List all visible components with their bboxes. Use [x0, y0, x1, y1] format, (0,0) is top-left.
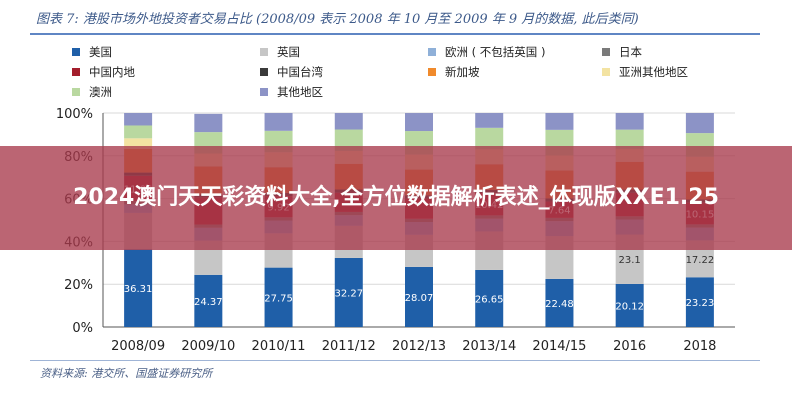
bar-segment — [685, 277, 714, 327]
legend-label: 亚洲其他地区 — [619, 65, 688, 79]
data-label: 36.31 — [124, 284, 153, 295]
data-label: 17.22 — [686, 255, 715, 266]
data-label: 26.65 — [475, 294, 504, 305]
x-tick-label: 2018 — [683, 339, 716, 354]
legend-swatch — [260, 88, 268, 96]
bar-segment — [124, 249, 153, 327]
bar-segment — [615, 283, 644, 327]
bar-segment — [194, 113, 223, 133]
overlay-title: 2024澳门天天彩资料大全,全方位数据解析表述_体现版XXE1.25 — [73, 185, 719, 210]
legend-label: 日本 — [619, 45, 642, 59]
overlay-banner: 2024澳门天天彩资料大全,全方位数据解析表述_体现版XXE1.25 — [0, 146, 792, 250]
bar-segment — [124, 113, 153, 126]
bar-segment — [124, 138, 153, 150]
y-tick-label: 20% — [64, 278, 93, 293]
legend-item: 英国 — [260, 44, 300, 60]
legend-label: 英国 — [277, 45, 300, 59]
bar-segment — [405, 266, 433, 327]
legend-swatch — [72, 48, 80, 56]
bar-segment — [405, 113, 433, 132]
legend-item: 美国 — [72, 44, 112, 60]
legend-label: 澳洲 — [89, 85, 112, 99]
bar-segment — [334, 113, 363, 130]
data-label: 28.07 — [405, 293, 434, 304]
bar-segment — [264, 113, 293, 131]
data-label: 20.12 — [615, 301, 644, 312]
x-tick-label: 2013/14 — [462, 339, 516, 354]
legend-label: 美国 — [89, 45, 112, 59]
legend-swatch — [72, 68, 80, 76]
legend-swatch — [428, 68, 436, 76]
bar-segment — [615, 129, 644, 149]
data-label: 23.23 — [686, 298, 715, 309]
y-tick-label: 0% — [72, 321, 93, 336]
x-tick-label: 2008/09 — [111, 339, 165, 354]
x-tick-label: 2011/12 — [322, 339, 376, 354]
legend-item: 亚洲其他地区 — [602, 64, 688, 80]
x-tick-label: 2012/13 — [392, 339, 446, 354]
bar-segment — [264, 267, 293, 327]
legend-swatch — [260, 48, 268, 56]
bar-segment — [545, 278, 574, 327]
bar-segment — [475, 269, 504, 327]
data-label: 27.75 — [264, 293, 293, 304]
source-note: 资料来源: 港交所、国盛证券研究所 — [40, 367, 213, 380]
legend-item: 中国台湾 — [260, 64, 323, 80]
legend-item: 澳洲 — [72, 84, 112, 100]
legend-swatch — [602, 68, 610, 76]
legend-swatch — [72, 88, 80, 96]
data-label: 24.37 — [194, 297, 223, 308]
legend-item: 新加坡 — [428, 64, 480, 80]
x-tick-label: 2010/11 — [252, 339, 306, 354]
bar-segment — [475, 113, 504, 128]
legend-item: 日本 — [602, 44, 642, 60]
x-tick-label: 2014/15 — [532, 339, 586, 354]
legend-item: 欧洲 ( 不包括英国 ) — [428, 44, 545, 60]
legend-swatch — [260, 68, 268, 76]
legend-item: 中国内地 — [72, 64, 135, 80]
figure-title: 图表 7: 港股市场外地投资者交易占比 (2008/09 表示 2008 年 1… — [36, 12, 639, 27]
data-label: 23.1 — [619, 255, 641, 266]
bar-segment — [475, 127, 504, 150]
legend-label: 中国台湾 — [277, 65, 323, 79]
bar-segment — [334, 129, 363, 151]
source-rule — [30, 360, 760, 361]
bar-segment — [334, 257, 363, 327]
title-rule — [30, 33, 760, 35]
data-label: 22.48 — [545, 299, 574, 310]
x-tick-label: 2009/10 — [181, 339, 235, 354]
bar-segment — [615, 113, 644, 130]
legend-swatch — [428, 48, 436, 56]
legend-item: 其他地区 — [260, 84, 323, 100]
legend-swatch — [602, 48, 610, 56]
bar-segment — [124, 125, 153, 139]
legend-label: 中国内地 — [89, 65, 135, 79]
data-label: 32.27 — [334, 288, 363, 299]
bar-segment — [545, 113, 574, 130]
legend-label: 欧洲 ( 不包括英国 ) — [445, 45, 546, 59]
bar-segment — [685, 113, 714, 134]
legend-label: 新加坡 — [445, 65, 480, 79]
x-tick-label: 2016 — [613, 339, 646, 354]
bar-segment — [194, 274, 223, 327]
legend-label: 其他地区 — [277, 85, 323, 99]
y-tick-label: 100% — [56, 107, 93, 122]
